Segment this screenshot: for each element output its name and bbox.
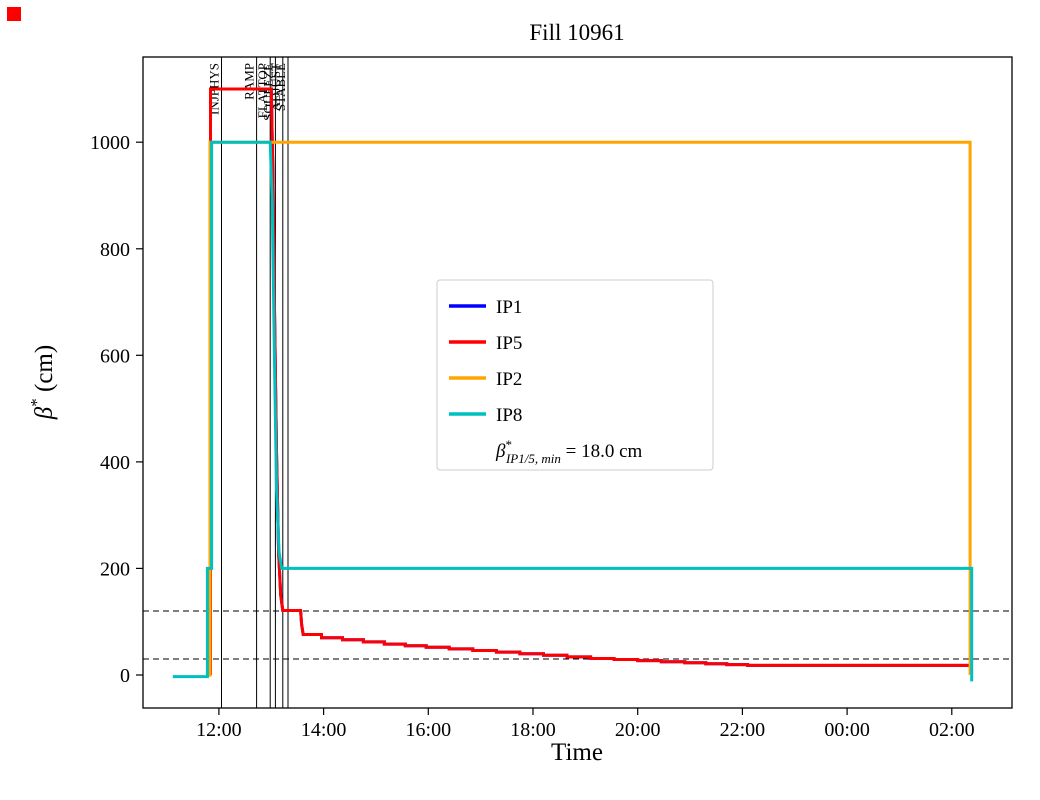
chart-title: Fill 10961 [529,20,624,45]
y-tick-label: 1000 [90,132,130,154]
beam-mode-label-stable: STABLE [273,63,288,111]
y-axis-label: β* (cm) [27,345,58,420]
reference-lines-layer [143,610,1012,660]
beam-mode-label-ramp: RAMP [242,63,257,100]
y-tick-label: 600 [100,345,130,367]
x-tick-label: 18:00 [510,719,556,741]
legend-label-ip5: IP5 [496,333,522,354]
legend-annotation: β* IP1/5, min = 18.0 cm [495,437,643,466]
x-tick-label: 14:00 [301,719,347,741]
y-tick-label: 800 [100,239,130,261]
x-tick-label: 12:00 [196,719,242,741]
legend-label-ip1: IP1 [496,297,522,318]
legend-label-ip2: IP2 [496,369,522,390]
x-tick-label: 16:00 [406,719,452,741]
y-tick-label: 400 [100,452,130,474]
x-tick-label: 20:00 [615,719,661,741]
legend-box [436,279,714,471]
legend-label-ip8: IP8 [496,405,522,426]
x-tick-label: 00:00 [824,719,870,741]
series-ip2 [208,140,972,677]
x-axis-label: Time [551,739,603,766]
legend: IP1 IP5 IP2 IP8 β* IP1/5, min = 18.0 cm [436,279,714,471]
axes-layer: 12:00 14:00 16:00 18:00 20:00 22:00 00:00 02:00… [90,56,1013,741]
series-ip8 [172,140,974,682]
series-layer [172,87,974,682]
beam-mode-label-flattop: FLATTOP [255,63,270,118]
y-tick-label: 200 [100,558,130,580]
y-tick-label: 0 [120,665,130,687]
series-ip5 [209,87,970,675]
red-corner-marker [7,7,21,21]
plot-frame [142,56,1013,709]
x-tick-label: 02:00 [929,719,975,741]
x-tick-label: 22:00 [720,719,766,741]
